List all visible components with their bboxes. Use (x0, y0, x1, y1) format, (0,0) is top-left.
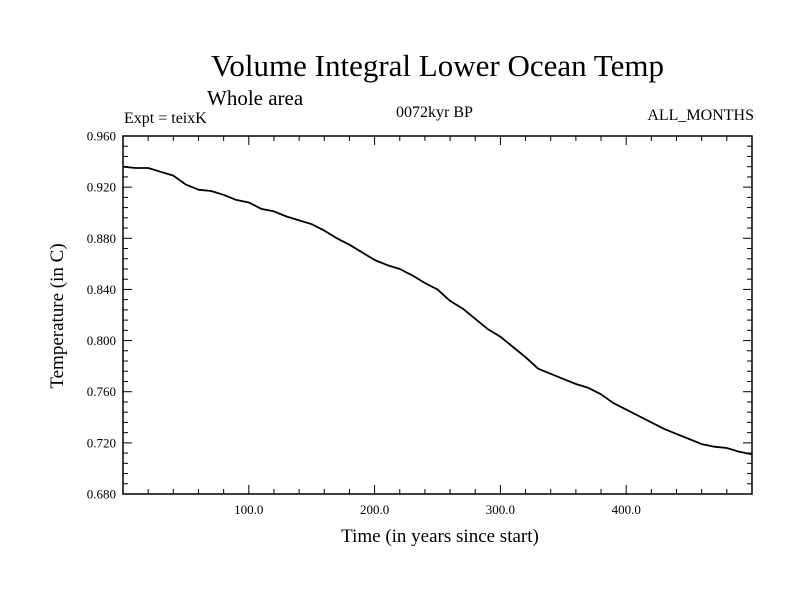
x-tick-label: 200.0 (360, 502, 389, 517)
chart-title: Volume Integral Lower Ocean Temp (211, 48, 664, 83)
y-tick-label: 0.800 (87, 333, 116, 348)
y-tick-label: 0.840 (87, 282, 116, 297)
chart-subtitle: Whole area (207, 86, 304, 110)
x-axis-label: Time (in years since start) (341, 526, 539, 547)
y-tick-label: 0.960 (87, 129, 116, 144)
series-line (122, 165, 753, 456)
y-tick-label: 0.920 (87, 180, 116, 195)
x-tick-label: 400.0 (612, 502, 641, 517)
experiment-label: Expt = teixK (124, 110, 207, 127)
y-tick-label: 0.880 (87, 231, 116, 246)
x-tick-label: 100.0 (234, 502, 263, 517)
plot-frame (122, 135, 753, 495)
y-tick-label: 0.680 (87, 487, 116, 502)
y-tick-label: 0.760 (87, 384, 116, 399)
y-tick-label: 0.720 (87, 435, 116, 450)
period-label: 0072kyr BP (396, 104, 473, 121)
x-tick-label: 300.0 (486, 502, 515, 517)
months-label: ALL_MONTHS (647, 107, 754, 124)
